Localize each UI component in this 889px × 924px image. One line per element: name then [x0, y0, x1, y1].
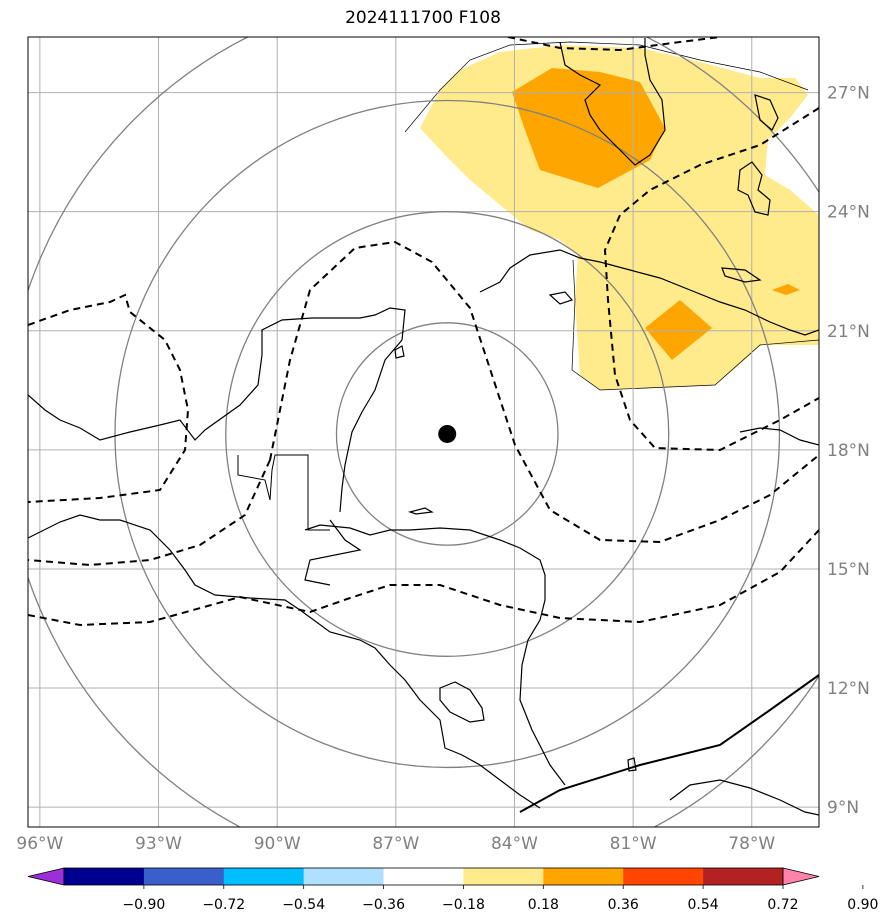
- lon-label: 81°W: [610, 834, 657, 854]
- lat-label: 12°N: [827, 679, 870, 699]
- shade-cuba-orange: [645, 300, 712, 360]
- coast-bahamas-2: [754, 94, 779, 131]
- gridlines: [28, 37, 819, 827]
- coast-colombia: [669, 779, 819, 816]
- coast-island-small-3: [627, 757, 637, 772]
- colorbar-segment: [383, 868, 464, 885]
- contour-west-loop: [28, 293, 190, 503]
- range-rings: [28, 37, 819, 827]
- coastlines: [28, 38, 819, 816]
- lat-label: 27°N: [827, 84, 870, 104]
- range-ring: [335, 322, 559, 546]
- colorbar-segment: [64, 868, 145, 885]
- shade-outline: [404, 41, 819, 391]
- coast-hispaniola: [739, 427, 819, 446]
- latitude-labels: 9°N 12°N 15°N 18°N 21°N 24°N 27°N: [827, 84, 870, 819]
- colorbar-tick-label: −0.18: [442, 897, 485, 913]
- lat-label: 9°N: [827, 798, 859, 818]
- colorbar-segment: [143, 868, 225, 885]
- shade-outline-south: [571, 259, 819, 391]
- colorbar-segment: [463, 868, 544, 885]
- coast-florida: [559, 38, 666, 166]
- colorbar-tick-label: 0.18: [528, 897, 559, 913]
- colorbar-segment: [623, 868, 704, 885]
- colorbar-segment: [303, 868, 384, 885]
- lat-label: 18°N: [827, 441, 870, 461]
- colorbar-tick-label: −0.72: [202, 897, 245, 913]
- coast-cuba: [479, 249, 819, 336]
- solid-contour: [519, 674, 819, 813]
- coast-bahamas: [737, 161, 771, 216]
- contour-south: [28, 529, 819, 627]
- contour-inner-loop: [269, 240, 819, 544]
- lon-label: 90°W: [254, 834, 301, 854]
- lat-label: 24°N: [827, 203, 870, 223]
- lon-label: 93°W: [135, 834, 182, 854]
- colorbar-tick-label: −0.54: [282, 897, 325, 913]
- colorbar-segment: [703, 868, 784, 885]
- lon-label: 96°W: [16, 834, 63, 854]
- colorbar-frame: [63, 867, 784, 886]
- lat-label: 21°N: [827, 322, 870, 342]
- contour-inner: [28, 459, 271, 567]
- contour-east: [603, 107, 819, 452]
- range-ring: [225, 211, 670, 657]
- coast-mexico-gulf: [28, 307, 406, 513]
- lon-label: 78°W: [728, 834, 775, 854]
- map-title: 2024111700 F108: [345, 8, 501, 28]
- coast-border-mexico-guatemala: [237, 454, 330, 531]
- shade-outline-gulf: [404, 41, 809, 133]
- coast-mexico-pacific: [28, 514, 541, 809]
- colorbar-tick-label: 0.36: [608, 897, 639, 913]
- coast-jamaica: [721, 267, 762, 283]
- lon-label: 84°W: [491, 834, 538, 854]
- colorbar-tick-label: −0.36: [362, 897, 405, 913]
- coast-central-america: [304, 524, 566, 786]
- coast-island-small-2: [548, 291, 574, 305]
- storm-center-marker: [438, 424, 457, 443]
- colorbar-segment: [223, 868, 304, 885]
- colorbar-extend-low: [27, 867, 65, 886]
- coast-honduras-inner: [304, 519, 362, 586]
- colorbar-tick-label: −0.90: [122, 897, 165, 913]
- dashed-contours: [28, 37, 819, 627]
- lat-label: 15°N: [827, 560, 870, 580]
- coast-island-small-1: [407, 507, 434, 515]
- longitude-labels: 96°W 93°W 90°W 87°W 84°W 81°W 78°W: [16, 834, 775, 854]
- contour-north: [507, 37, 721, 52]
- coast-yucatan-island: [394, 345, 405, 359]
- colorbar-tick-label: 0.72: [767, 897, 798, 913]
- shade-small-orange: [772, 284, 800, 295]
- range-ring: [114, 99, 781, 769]
- shade-gulf-orange: [512, 68, 665, 188]
- colorbar: −0.90 −0.72 −0.54 −0.36 −0.18 0.18 0.36 0.54 0.7…: [27, 867, 878, 913]
- colorbar-segment: [543, 868, 624, 885]
- colorbar-tick-label: 0.54: [688, 897, 719, 913]
- lon-label: 87°W: [372, 834, 419, 854]
- coast-nicaragua-lake: [439, 681, 485, 723]
- colorbar-extend-high: [782, 867, 820, 886]
- plot-frame: [27, 36, 820, 828]
- colorbar-tick-label: 0.90: [847, 897, 878, 913]
